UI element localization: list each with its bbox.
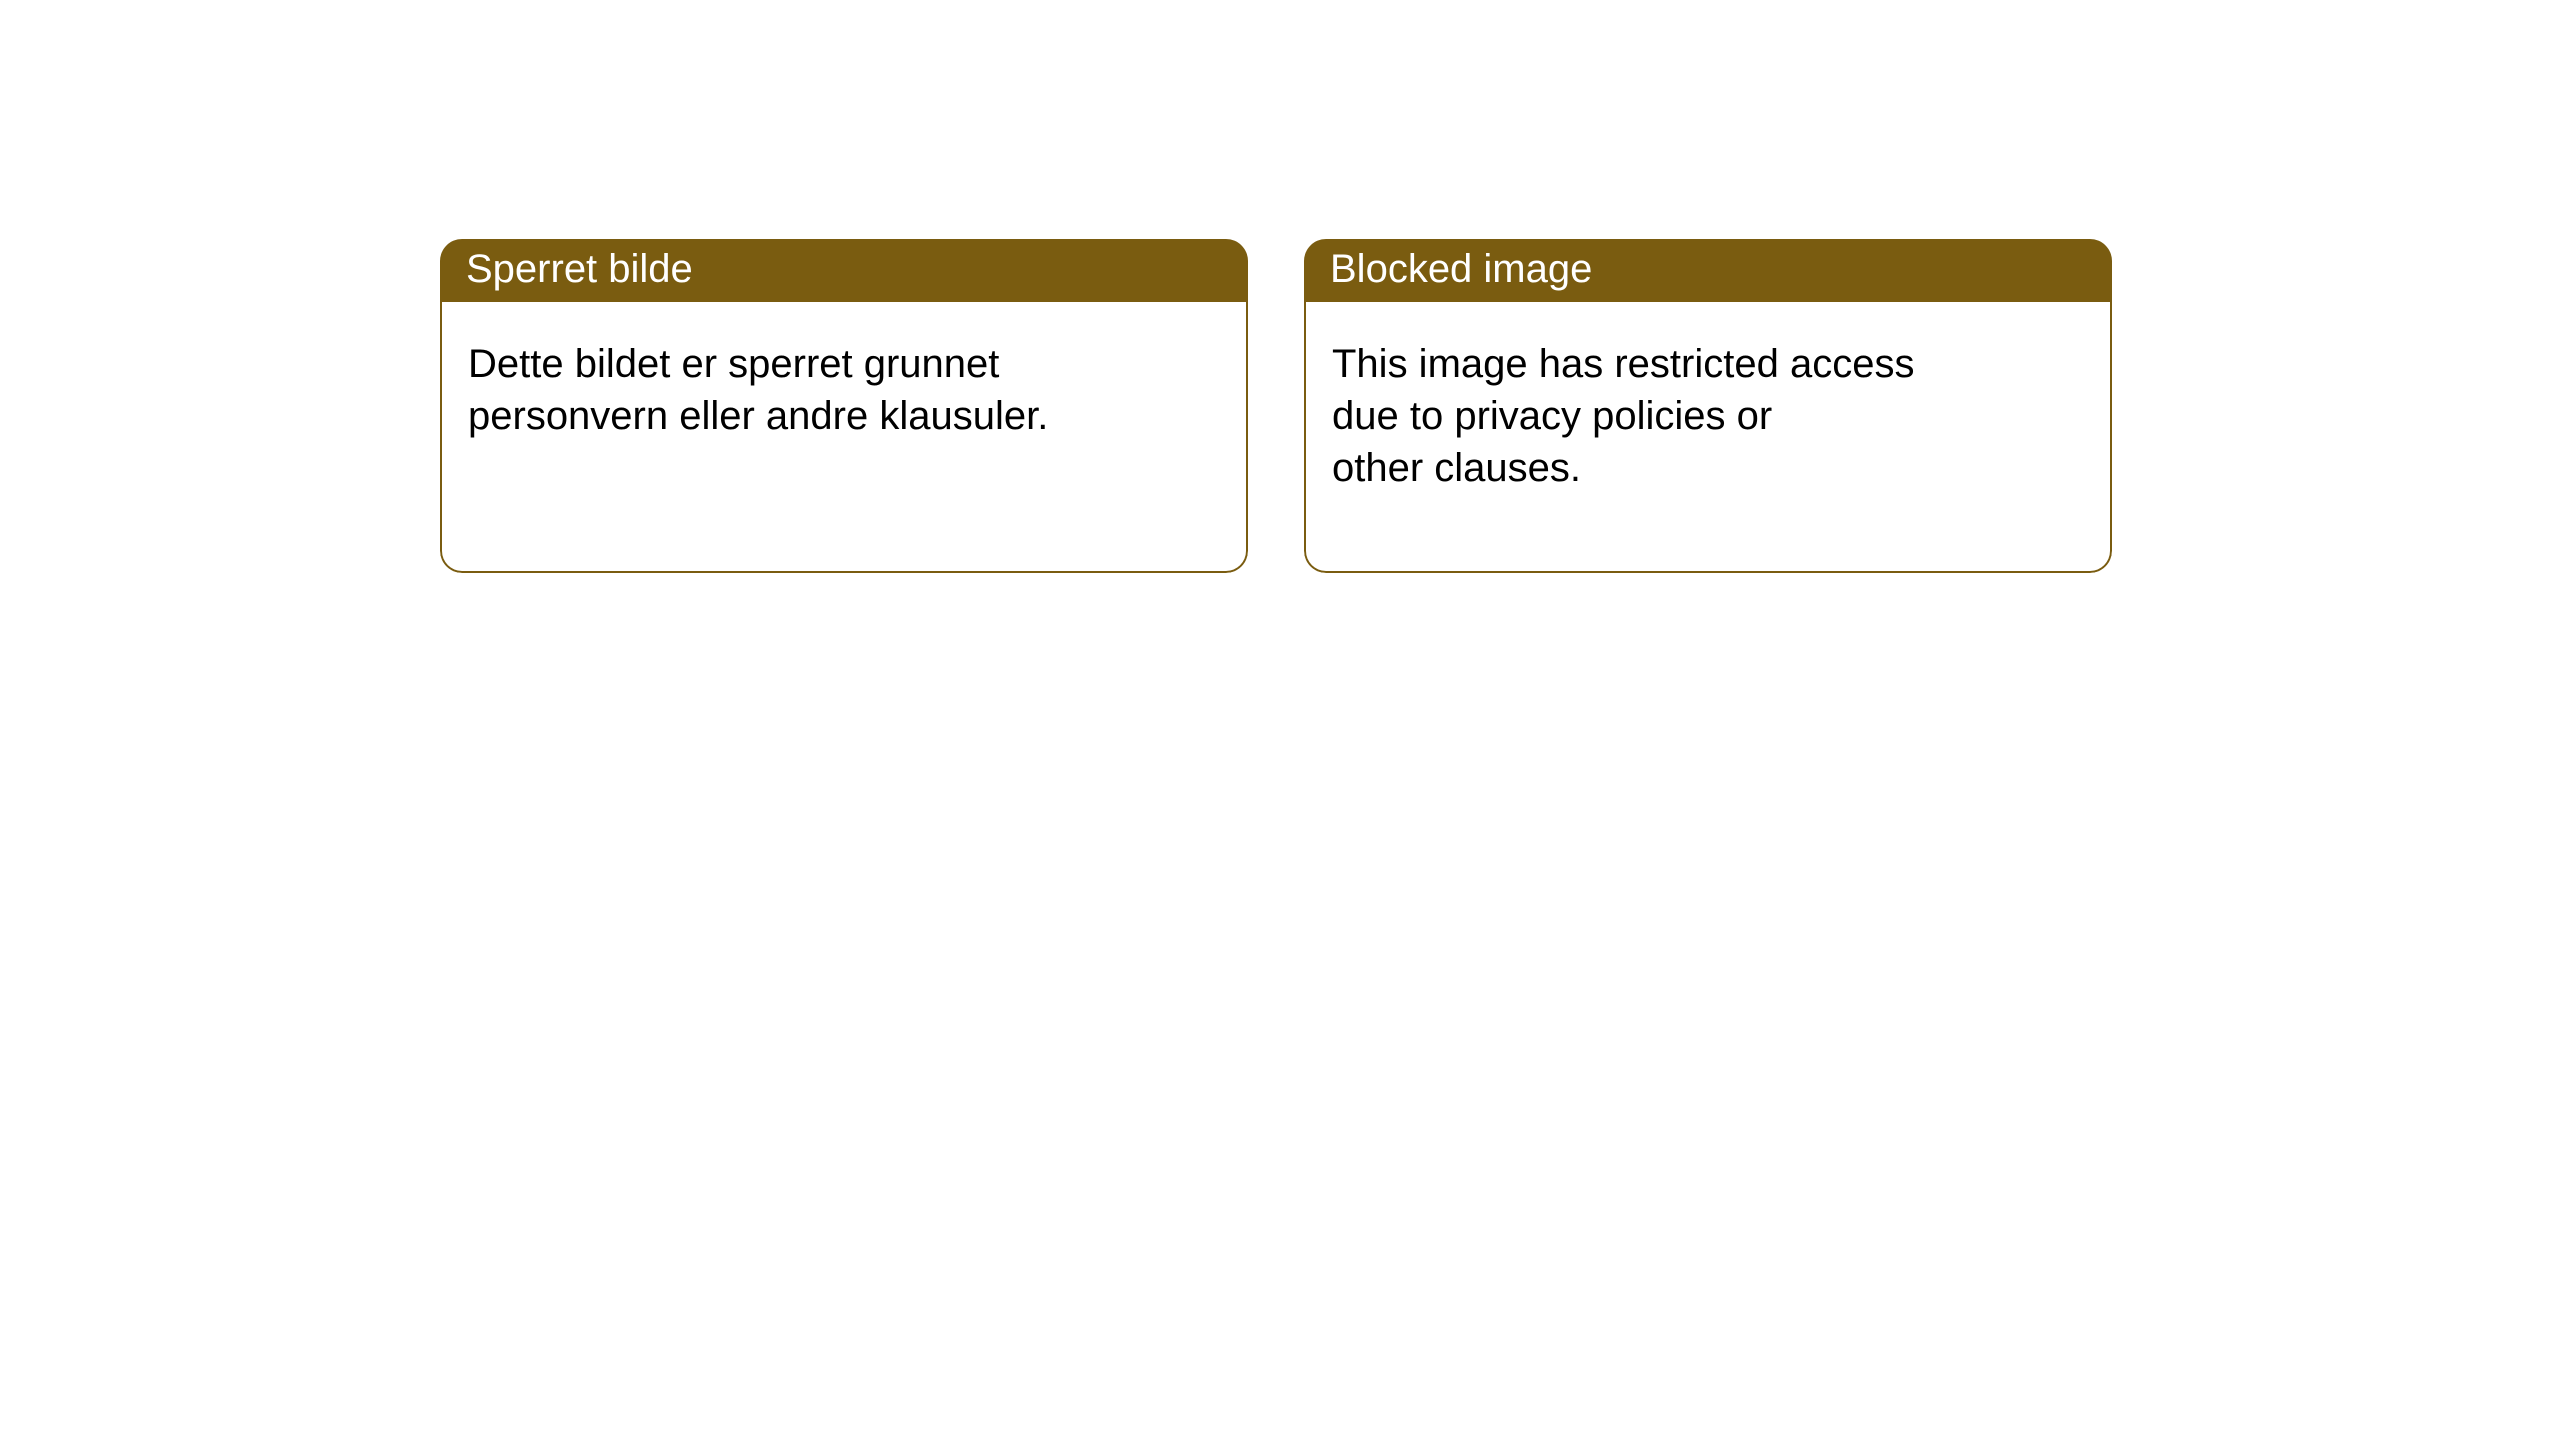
notice-body-wrapper-no: Dette bildet er sperret grunnet personve… (440, 302, 1248, 573)
notice-container: Sperret bilde Dette bildet er sperret gr… (0, 0, 2560, 573)
notice-header-en: Blocked image (1304, 239, 2112, 302)
notice-body-en: This image has restricted access due to … (1306, 302, 2110, 520)
notice-header-no: Sperret bilde (440, 239, 1248, 302)
notice-body-wrapper-en: This image has restricted access due to … (1304, 302, 2112, 573)
notice-card-en: Blocked image This image has restricted … (1304, 239, 2112, 573)
notice-body-no: Dette bildet er sperret grunnet personve… (442, 302, 1246, 468)
notice-card-no: Sperret bilde Dette bildet er sperret gr… (440, 239, 1248, 573)
